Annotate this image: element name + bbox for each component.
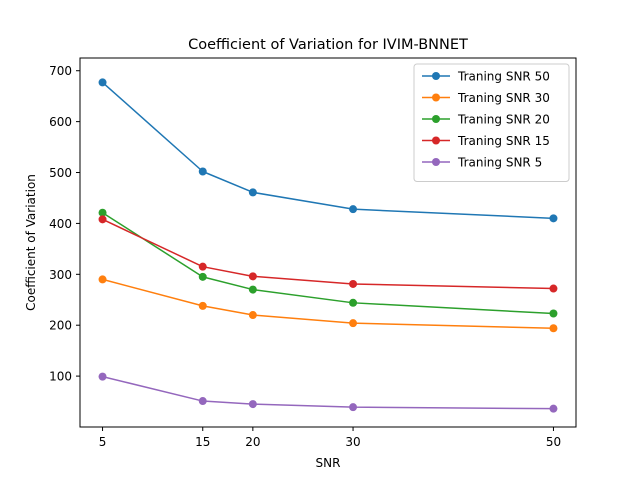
series-3 bbox=[98, 208, 558, 318]
series-point bbox=[349, 279, 358, 288]
series-point bbox=[349, 319, 358, 328]
x-tick-label: 5 bbox=[99, 435, 107, 449]
y-tick-label: 500 bbox=[49, 166, 72, 180]
series-5 bbox=[98, 372, 558, 413]
series-point bbox=[98, 215, 107, 224]
series-point bbox=[248, 272, 257, 281]
legend-label: Traning SNR 30 bbox=[457, 91, 550, 105]
series-point bbox=[248, 285, 257, 294]
plot-frame bbox=[79, 57, 577, 428]
legend-entry: Traning SNR 20 bbox=[422, 113, 550, 127]
legend-marker bbox=[432, 158, 440, 166]
legend-marker bbox=[432, 115, 440, 123]
y-axis-label: Coefficient of Variation bbox=[24, 174, 38, 311]
legend: Traning SNR 50 Traning SNR 30 Traning SNR … bbox=[413, 63, 570, 182]
y-tick-label: 300 bbox=[49, 268, 72, 282]
series-point bbox=[198, 301, 207, 310]
series-1 bbox=[98, 78, 558, 223]
legend-label: Traning SNR 20 bbox=[457, 113, 550, 127]
series-point bbox=[248, 311, 257, 320]
series-point bbox=[349, 403, 358, 412]
x-tick-label: 15 bbox=[195, 435, 210, 449]
series-point bbox=[549, 404, 558, 413]
series-point bbox=[248, 188, 257, 197]
series-point bbox=[98, 372, 107, 381]
x-axis-label: SNR bbox=[316, 456, 341, 470]
series-point bbox=[198, 397, 207, 406]
legend-entry: Traning SNR 5 bbox=[422, 156, 542, 170]
x-tick-label: 50 bbox=[546, 435, 561, 449]
series-point bbox=[549, 324, 558, 333]
y-tick-label: 200 bbox=[49, 319, 72, 333]
legend-marker bbox=[432, 136, 440, 145]
series-point bbox=[198, 262, 207, 271]
series-point bbox=[98, 275, 107, 284]
x-tick-label: 30 bbox=[345, 435, 360, 449]
series-4 bbox=[98, 215, 558, 293]
series-point bbox=[549, 284, 558, 293]
legend-marker bbox=[432, 72, 440, 80]
series-point bbox=[98, 78, 107, 87]
y-tick-label: 100 bbox=[49, 370, 72, 384]
series-point bbox=[198, 272, 207, 281]
series-point bbox=[98, 208, 107, 217]
legend-label: Traning SNR 5 bbox=[457, 156, 542, 170]
x-axis: 5 15 20 30 50 bbox=[99, 427, 561, 449]
series-layer bbox=[98, 78, 558, 413]
legend-marker bbox=[432, 93, 440, 102]
y-tick-label: 400 bbox=[49, 217, 72, 231]
series-point bbox=[349, 205, 358, 214]
legend-entry: Traning SNR 50 bbox=[422, 70, 550, 84]
y-tick-label: 700 bbox=[49, 64, 72, 78]
series-2 bbox=[98, 275, 558, 333]
chart-title: Coefficient of Variation for IVIM-BNNET bbox=[188, 37, 468, 53]
x-tick-label: 20 bbox=[245, 435, 260, 449]
legend-label: Traning SNR 50 bbox=[457, 70, 550, 84]
y-tick-label: 600 bbox=[49, 115, 72, 129]
series-point bbox=[198, 167, 207, 176]
y-axis: 100 200 300 400 500 600 700 bbox=[49, 64, 80, 384]
series-point bbox=[549, 309, 558, 318]
legend-entry: Traning SNR 15 bbox=[422, 134, 550, 148]
series-point bbox=[549, 214, 558, 223]
legend-label: Traning SNR 15 bbox=[457, 134, 550, 148]
series-point bbox=[349, 298, 358, 307]
legend-entry: Traning SNR 30 bbox=[422, 91, 550, 105]
series-point bbox=[248, 400, 257, 409]
legend-box bbox=[413, 63, 570, 182]
